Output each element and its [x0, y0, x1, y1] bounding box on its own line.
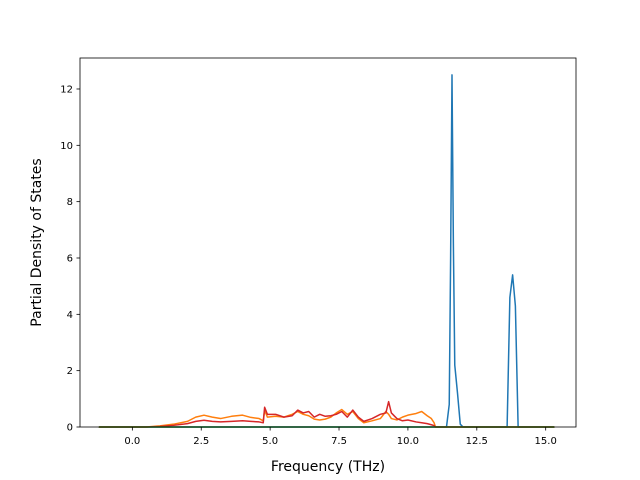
- x-tick-label: 10.0: [397, 436, 419, 447]
- y-tick-label: 0: [67, 423, 73, 434]
- series-line-3: [98, 400, 555, 428]
- x-tick-label: 12.5: [466, 436, 488, 447]
- y-tick-label: 12: [60, 84, 73, 95]
- x-tick-label: 7.5: [331, 436, 347, 447]
- x-tick-label: 5.0: [262, 436, 278, 447]
- y-tick-label: 2: [67, 366, 73, 377]
- y-tick-label: 6: [67, 253, 73, 264]
- series-layer: [98, 74, 555, 428]
- y-tick-label: 4: [67, 310, 73, 321]
- x-axis-ticks: 0.0 2.5 5.0 7.5 10.0 12.5 15.0: [124, 427, 557, 447]
- x-tick-label: 15.0: [535, 436, 557, 447]
- y-tick-label: 10: [60, 141, 73, 152]
- series-line-2: [98, 408, 555, 428]
- y-axis-title: Partial Density of States: [29, 158, 45, 326]
- x-tick-label: 2.5: [193, 436, 209, 447]
- y-axis-ticks: 0 2 4 6 8 10 12: [60, 84, 80, 434]
- series-line-1: [98, 74, 555, 428]
- x-tick-label: 0.0: [124, 436, 140, 447]
- y-tick-label: 8: [67, 197, 73, 208]
- x-axis-title: Frequency (THz): [271, 459, 385, 475]
- axes-frame: [79, 57, 577, 428]
